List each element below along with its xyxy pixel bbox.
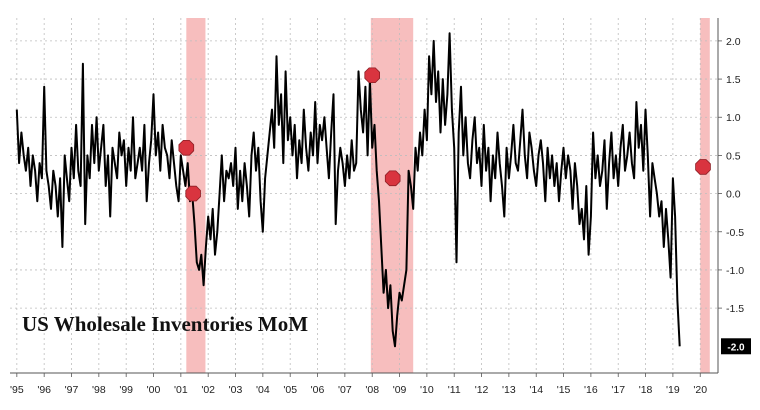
x-tick-label: '12 (475, 384, 489, 396)
x-tick-label: '01 (174, 384, 188, 396)
x-tick-label: '06 (311, 384, 325, 396)
recession-marker-icon (695, 159, 711, 175)
x-tick-label: '95 (10, 384, 24, 396)
x-tick-label: '99 (119, 384, 133, 396)
x-tick-label: '04 (256, 384, 270, 396)
x-tick-label: '11 (448, 384, 461, 396)
y-tick-label: -1.0 (726, 265, 744, 277)
recession-marker-icon (185, 185, 201, 202)
y-tick-label: 2.0 (726, 36, 741, 48)
x-tick-label: '16 (584, 384, 598, 396)
x-tick-label: '97 (65, 384, 79, 396)
x-tick-label: '14 (529, 384, 543, 396)
series-line (15, 32, 681, 348)
y-tick-label: 0.0 (726, 189, 741, 201)
x-tick-label: '07 (338, 384, 352, 396)
x-tick-label: '98 (92, 384, 106, 396)
y-tick-label: 1.0 (726, 112, 741, 124)
y-tick-label: -1.5 (726, 303, 744, 315)
recession-marker-icon (178, 139, 195, 156)
x-tick-label: '15 (557, 384, 571, 396)
recession-marker-icon (364, 67, 381, 83)
axes: '95 '96 '97 '98 '99 '00 '01 '02 '03 '04 '05 '06 '07 '… (10, 18, 744, 396)
y-tick-label: 1.5 (726, 74, 741, 86)
x-tick-label: '17 (611, 384, 625, 396)
x-tick-label: '00 (147, 384, 161, 396)
x-tick-label: '10 (420, 384, 434, 396)
x-tick-label: '03 (229, 384, 243, 396)
x-tick-label: '08 (365, 384, 379, 396)
last-value-badge (721, 338, 751, 355)
grid-lines (10, 18, 718, 373)
x-tick-label: '18 (639, 384, 653, 396)
last-value-label: -2.0 (727, 342, 745, 353)
recession-markers (178, 67, 711, 202)
x-tick-label: '96 (37, 384, 51, 396)
y-tick-label: -0.5 (726, 227, 744, 239)
y-tick-label: 0.5 (726, 150, 741, 162)
title-group: US Wholesale Inventories MoM (22, 312, 308, 336)
recession-marker-icon (384, 170, 401, 187)
chart-title: US Wholesale Inventories MoM (22, 312, 308, 336)
recession-band (700, 18, 710, 373)
x-tick-label: '02 (201, 384, 215, 396)
x-tick-label: '13 (502, 384, 516, 396)
x-tick-label: '20 (693, 384, 707, 396)
last-value-label-group: -2.0 (721, 338, 751, 355)
series (15, 32, 681, 348)
x-tick-label: '09 (393, 384, 407, 396)
x-tick-label: '05 (283, 384, 297, 396)
x-tick-label: '19 (666, 384, 680, 396)
